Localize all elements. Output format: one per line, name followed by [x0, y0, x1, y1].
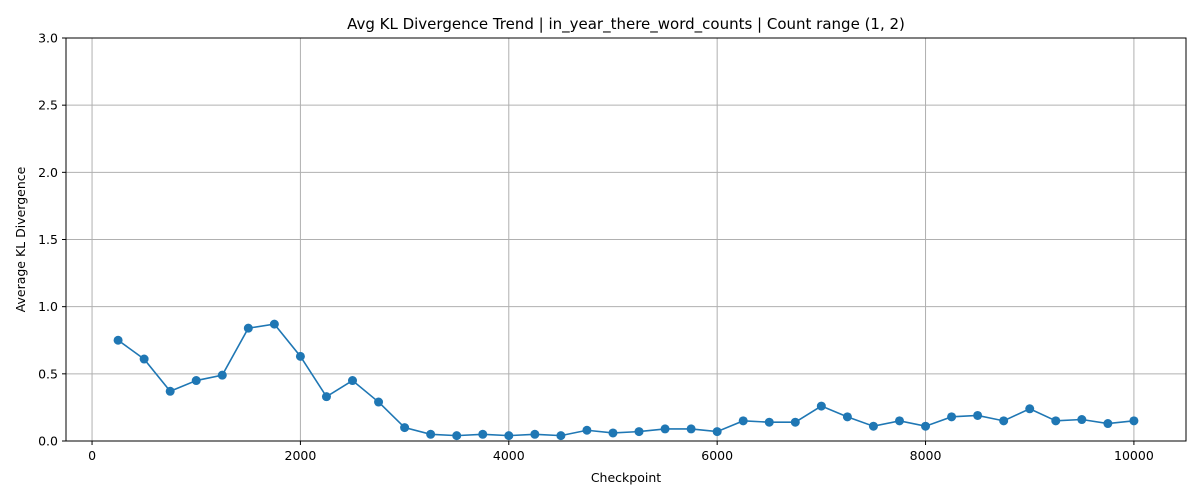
chart-title: Avg KL Divergence Trend | in_year_there_… — [347, 15, 905, 34]
x-tick-label: 10000 — [1114, 448, 1154, 463]
data-point — [947, 412, 957, 422]
x-tick-label: 0 — [88, 448, 96, 463]
data-point — [478, 429, 488, 439]
data-point — [400, 423, 410, 433]
data-point — [530, 429, 540, 439]
data-point — [973, 410, 983, 420]
data-point — [295, 351, 305, 361]
y-tick-label: 1.5 — [38, 232, 58, 247]
data-point — [243, 323, 253, 333]
x-tick-label: 6000 — [701, 448, 733, 463]
data-point — [921, 421, 931, 431]
data-point — [1051, 416, 1061, 426]
data-point — [1077, 415, 1087, 425]
data-point — [1129, 416, 1139, 426]
x-tick-label: 8000 — [910, 448, 942, 463]
data-point — [556, 431, 566, 441]
data-point — [738, 416, 748, 426]
x-tick-label: 2000 — [285, 448, 317, 463]
data-point — [165, 386, 175, 396]
data-point — [191, 376, 201, 386]
data-point — [634, 427, 644, 437]
data-point — [868, 421, 878, 431]
series — [113, 319, 1139, 441]
data-point — [113, 335, 123, 345]
data-point — [790, 417, 800, 427]
data-point — [139, 354, 149, 364]
data-point — [582, 425, 592, 435]
data-point — [894, 416, 904, 426]
y-tick-label: 1.0 — [38, 299, 58, 314]
data-point — [374, 397, 384, 407]
y-axis-label: Average KL Divergence — [13, 166, 28, 312]
y-tick-label: 0.5 — [38, 366, 58, 381]
data-point — [1025, 404, 1035, 414]
data-point — [842, 412, 852, 422]
x-tick-label: 4000 — [493, 448, 525, 463]
y-tick-label: 3.0 — [38, 31, 58, 46]
series-line — [117, 323, 1134, 437]
data-point — [660, 424, 670, 434]
data-point — [999, 416, 1009, 426]
y-tick-label: 2.0 — [38, 165, 58, 180]
x-axis-label: Checkpoint — [591, 470, 661, 485]
data-point — [816, 401, 826, 411]
data-point — [217, 370, 227, 380]
data-point — [321, 392, 331, 402]
data-point — [608, 428, 618, 438]
y-tick-label: 0.0 — [38, 434, 58, 449]
data-point — [1103, 419, 1113, 429]
data-point — [686, 424, 696, 434]
data-point — [426, 429, 436, 439]
data-point — [452, 431, 462, 441]
data-point — [712, 427, 722, 437]
y-tick-label: 2.5 — [38, 98, 58, 113]
grid — [66, 37, 1186, 442]
data-point — [764, 417, 774, 427]
axis-ticks: 0 2000 4000 6000 8000 10000 0.0 0.5 1.0 1.5 2.0 2.5… — [38, 31, 1154, 464]
data-point — [269, 319, 279, 329]
data-point — [504, 431, 514, 441]
data-point — [348, 376, 358, 386]
